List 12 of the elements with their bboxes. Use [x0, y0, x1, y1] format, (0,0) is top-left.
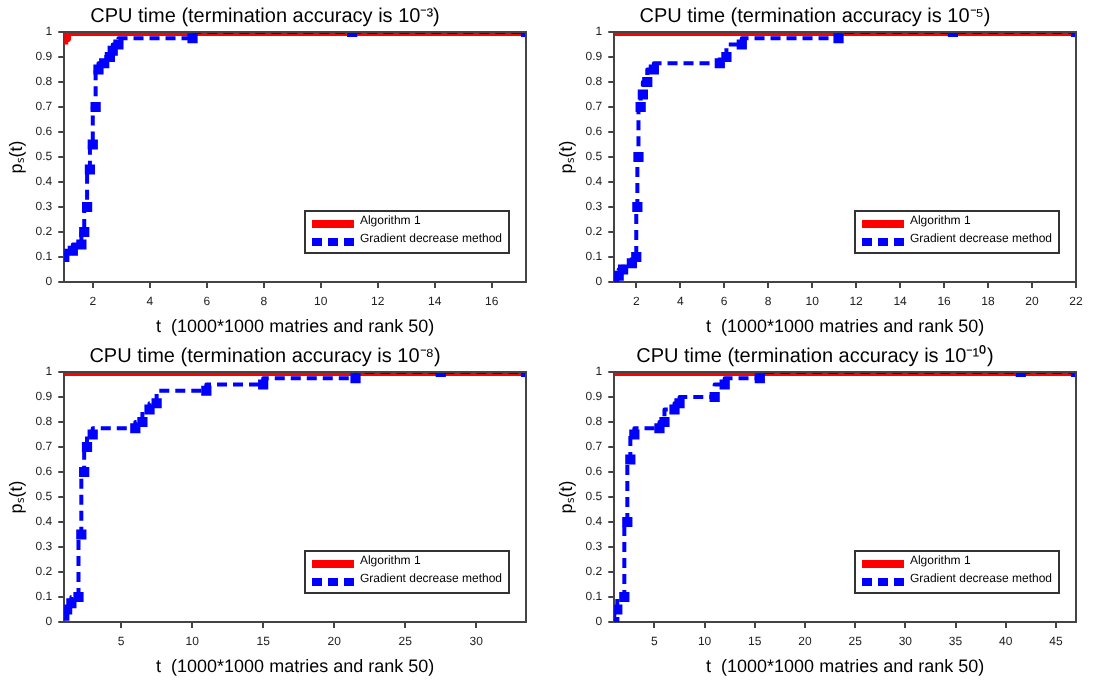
chart-title: CPU time (termination accuracy is 10⁻⁵): [639, 5, 991, 28]
x-axis-title: t (1000*1000 matries and rank 50): [706, 316, 985, 337]
x-axis-title: t (1000*1000 matries and rank 50): [156, 316, 435, 337]
y-axis-title: pₛ(t): [555, 140, 576, 174]
chart-title: CPU time (termination accuracy is 10⁻¹⁰): [636, 343, 994, 368]
x-axis-title: t (1000*1000 matries and rank 50): [156, 656, 435, 677]
y-axis-title: pₛ(t): [5, 480, 26, 514]
chart-title: CPU time (termination accuracy is 10⁻³): [90, 5, 440, 28]
x-axis-title: t (1000*1000 matries and rank 50): [706, 656, 985, 677]
y-axis-title: pₛ(t): [555, 480, 576, 514]
y-axis-title: pₛ(t): [5, 140, 26, 174]
chart-title: CPU time (termination accuracy is 10⁻⁸): [89, 345, 441, 368]
